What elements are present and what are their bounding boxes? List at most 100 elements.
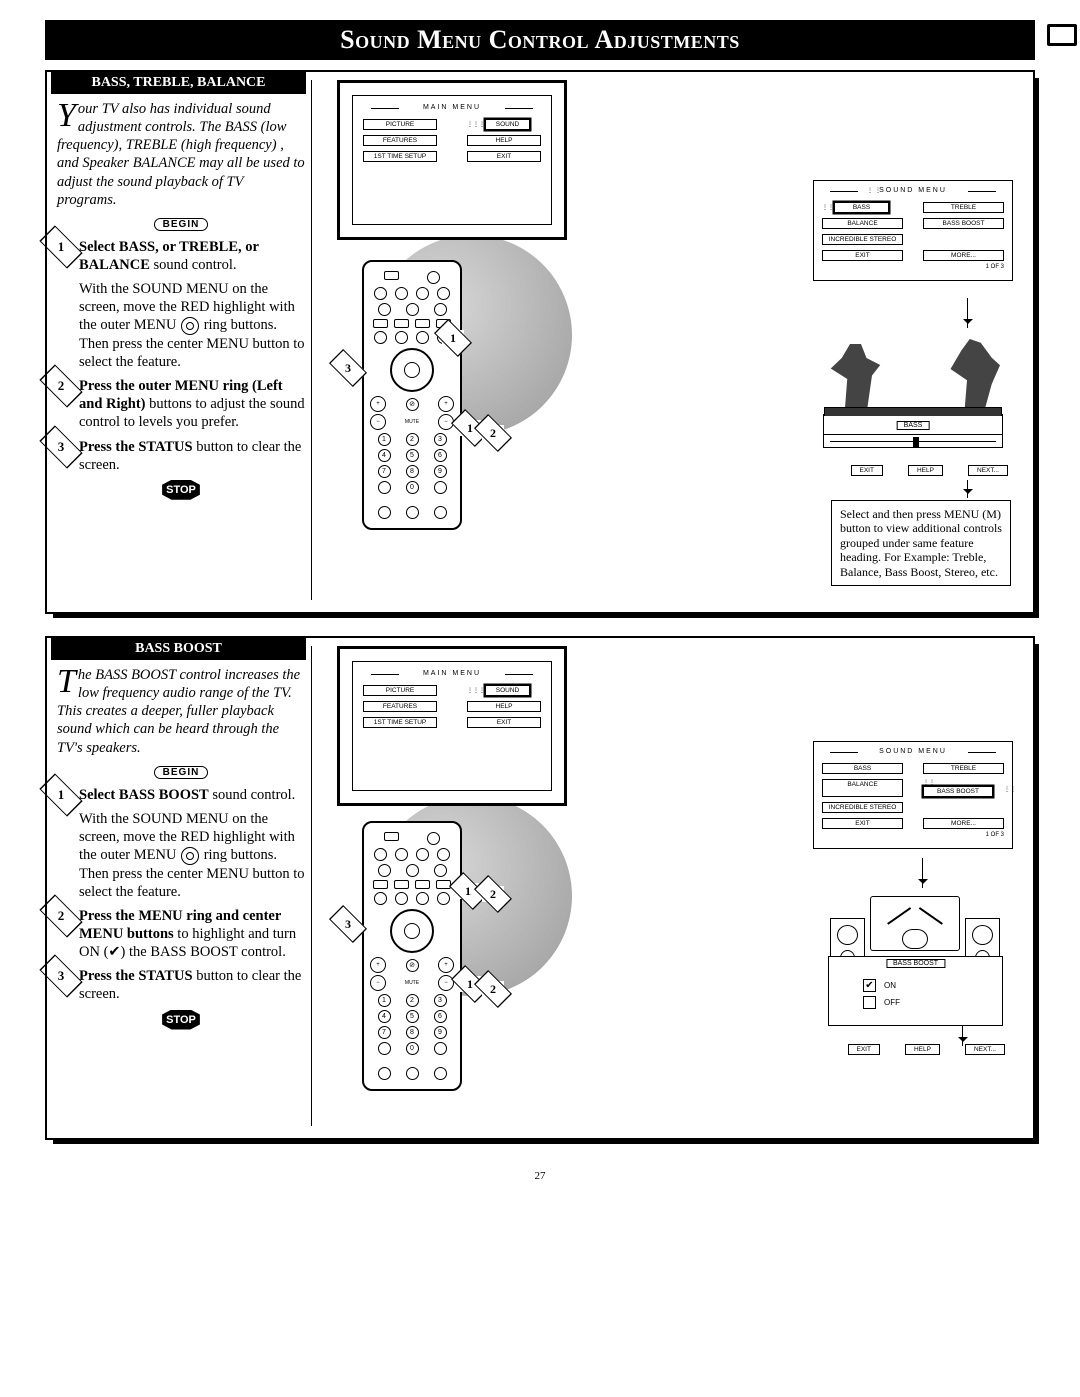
menu-item: MORE... (923, 250, 1004, 261)
step-3: 3 Press the STATUS button to clear the s… (57, 967, 305, 1003)
menu-header: ⋮⋮SOUND MENU (822, 187, 1004, 198)
exit-button: EXIT (851, 465, 883, 476)
step-number-icon: 2 (49, 907, 73, 925)
arrow-icon (967, 298, 969, 328)
menu-item: 1ST TIME SETUP (363, 717, 437, 728)
callout-2: 2 (482, 425, 504, 441)
dropcap: T (57, 668, 76, 696)
menu-ring-icon (181, 847, 199, 865)
tv-main-menu: MAIN MENU PICTURE ⋮⋮⋮SOUND FEATURES HELP… (337, 646, 567, 806)
step-number-icon: 2 (49, 377, 73, 395)
section-bass-treble-balance: BASS, TREBLE, BALANCE Your TV also has i… (45, 70, 1035, 614)
menu-item: HELP (467, 135, 541, 146)
menu-ring-button (390, 348, 434, 392)
help-button: HELP (905, 1044, 940, 1055)
menu-item: BASS BOOST (923, 218, 1004, 229)
menu-item: EXIT (467, 151, 541, 162)
checkbox-icon: ✔ (863, 979, 876, 992)
menu-item: FEATURES (363, 135, 437, 146)
bottom-buttons: EXIT HELP NEXT... (848, 1044, 1005, 1055)
menu-ring-icon (181, 317, 199, 335)
bass-illustration: BASS (808, 330, 1018, 460)
step-1: 1 Select BASS, or TREBLE, or BALANCE sou… (57, 238, 305, 371)
instructions-column: BASS BOOST The BASS BOOST control increa… (57, 646, 312, 1126)
stop-badge: STOP (57, 1010, 305, 1030)
menu-header: MAIN MENU (363, 104, 541, 115)
next-button: NEXT... (965, 1044, 1005, 1055)
step-number-icon: 1 (49, 786, 73, 804)
menu-item: FEATURES (363, 701, 437, 712)
callout-3: 3 (337, 360, 359, 376)
menu-item: INCREDIBLE STEREO (822, 802, 903, 813)
step-2: 2 Press the MENU ring and center MENU bu… (57, 907, 305, 961)
intro-text: The BASS BOOST control increases the low… (57, 666, 305, 757)
menu-ring-button (390, 909, 434, 953)
menu-item: TREBLE (923, 763, 1004, 774)
menu-item: EXIT (822, 818, 903, 829)
sound-menu-panel: SOUND MENU BASS TREBLE BALANCE ⋮⋮BASS BO… (813, 741, 1013, 849)
menu-item: EXIT (822, 250, 903, 261)
menu-header: SOUND MENU (822, 748, 1004, 759)
help-button: HELP (908, 465, 943, 476)
menu-item: PICTURE (363, 119, 437, 130)
page-indicator: 1 OF 3 (822, 264, 1004, 270)
step-2: 2 Press the outer MENU ring (Left and Ri… (57, 377, 305, 431)
begin-badge: BEGIN (57, 763, 305, 780)
instructions-column: BASS, TREBLE, BALANCE Your TV also has i… (57, 80, 312, 600)
menu-item: BALANCE (822, 218, 903, 229)
option-on: ✔ ON (863, 979, 990, 992)
slider-label: BASS (897, 421, 930, 430)
bass-boost-panel: BASS BOOST ✔ ON OFF (828, 956, 1003, 1026)
menu-item: HELP (467, 701, 541, 712)
intro-text: Your TV also has individual sound adjust… (57, 100, 305, 209)
page-indicator: 1 OF 3 (822, 832, 1004, 838)
note-box: Select and then press MENU (M) button to… (831, 500, 1011, 586)
arrow-icon (962, 1026, 964, 1046)
step-number-icon: 1 (49, 238, 73, 256)
section-heading: BASS, TREBLE, BALANCE (51, 72, 306, 94)
callout: 2 (482, 981, 504, 997)
page-title-bar: Sound Menu Control Adjustments (45, 20, 1035, 60)
menu-item: INCREDIBLE STEREO (822, 234, 903, 245)
callout-1: 1 (442, 330, 464, 346)
tv-main-menu: MAIN MENU PICTURE ⋮⋮⋮SOUND FEATURES HELP… (337, 80, 567, 240)
callout: 2 (482, 886, 504, 902)
arrow-icon (922, 858, 924, 888)
menu-item-selected: BASS BOOST (923, 786, 993, 797)
menu-item: MORE... (923, 818, 1004, 829)
stop-badge: STOP (57, 480, 305, 500)
menu-item: PICTURE (363, 685, 437, 696)
menu-item: BASS (822, 763, 903, 774)
begin-badge: BEGIN (57, 215, 305, 232)
tv-icon (1047, 24, 1077, 46)
step-number-icon: 3 (49, 967, 73, 985)
step-1: 1 Select BASS BOOST sound control. With … (57, 786, 305, 901)
dropcap: Y (57, 102, 76, 130)
menu-item: EXIT (467, 717, 541, 728)
page-number: 27 (45, 1170, 1035, 1182)
graphics-column: MAIN MENU PICTURE ⋮⋮⋮SOUND FEATURES HELP… (327, 646, 1023, 1126)
section-bass-boost: BASS BOOST The BASS BOOST control increa… (45, 636, 1035, 1140)
page-title: Sound Menu Control Adjustments (340, 25, 740, 54)
menu-item-selected: SOUND (485, 685, 530, 696)
step-3: 3 Press the STATUS button to clear the s… (57, 438, 305, 474)
menu-item-selected: BASS (834, 202, 889, 213)
section-heading: BASS BOOST (51, 638, 306, 660)
menu-item: 1ST TIME SETUP (363, 151, 437, 162)
sound-menu-panel: ⋮⋮SOUND MENU ⋮⋮BASS TREBLE BALANCE BASS … (813, 180, 1013, 281)
arrow-icon (967, 480, 969, 498)
panel-title: BASS BOOST (886, 959, 945, 968)
menu-item: TREBLE (923, 202, 1004, 213)
option-off: OFF (863, 996, 990, 1009)
callout: 3 (337, 916, 359, 932)
menu-item-selected: SOUND (485, 119, 530, 130)
graphics-column: MAIN MENU PICTURE ⋮⋮⋮SOUND FEATURES HELP… (327, 80, 1023, 600)
exit-button: EXIT (848, 1044, 880, 1055)
checkbox-icon (863, 996, 876, 1009)
menu-item: BALANCE (822, 779, 903, 797)
bass-slider (823, 434, 1003, 448)
bottom-buttons: EXIT HELP NEXT... (851, 465, 1008, 476)
next-button: NEXT... (968, 465, 1008, 476)
step-number-icon: 3 (49, 438, 73, 456)
remote-control: +⊘+ −MUTE− 123 456 789 0 (362, 260, 462, 530)
